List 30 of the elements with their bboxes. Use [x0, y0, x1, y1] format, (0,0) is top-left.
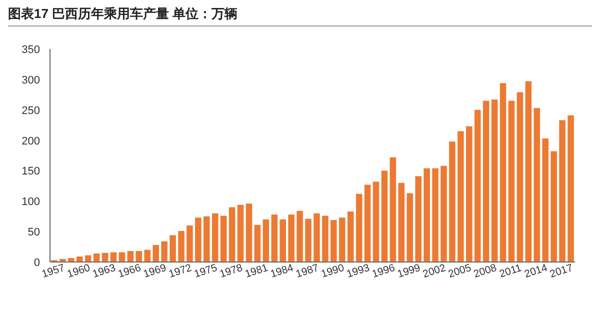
x-tick-label: 2005 [446, 262, 473, 280]
y-tick-label: 0 [34, 257, 40, 269]
x-tick-label: 1966 [116, 262, 143, 280]
x-tick-label: 1972 [167, 262, 194, 280]
x-tick-label: 2014 [523, 262, 550, 280]
x-tick-label: 1978 [218, 262, 244, 280]
y-tick-label: 300 [22, 74, 40, 86]
x-tick-label: 1969 [142, 262, 168, 280]
y-tick-label: 200 [22, 135, 40, 148]
y-tick-label: 250 [22, 104, 40, 117]
x-tick-label: 1963 [91, 262, 118, 280]
title: 图表17 巴西历年乘用车产量 单位：万辆 [8, 6, 238, 21]
x-tick-label: 1996 [370, 262, 397, 280]
y-tick-label: 100 [22, 196, 40, 208]
x-tick-label: 1984 [268, 262, 296, 280]
x-tick-label: 2002 [421, 262, 448, 280]
x-tick-label: 1990 [320, 262, 346, 280]
x-tick-label: 1960 [66, 262, 92, 280]
x-tick-label: 1999 [396, 262, 422, 280]
x-tick-label: 1987 [294, 262, 320, 280]
x-tick-label: 1975 [192, 262, 219, 280]
x-tick-label: 2008 [472, 262, 498, 280]
x-tick-label: 2017 [548, 262, 574, 280]
y-tick-label: 50 [28, 226, 40, 239]
x-tick-label: 1993 [345, 262, 372, 280]
x-tick-label: 1981 [244, 262, 270, 280]
y-tick-label: 150 [22, 166, 40, 178]
x-tick-label: 2011 [498, 262, 524, 280]
x-tick-label: 1957 [40, 262, 66, 280]
y-tick-label: 350 [22, 44, 40, 56]
